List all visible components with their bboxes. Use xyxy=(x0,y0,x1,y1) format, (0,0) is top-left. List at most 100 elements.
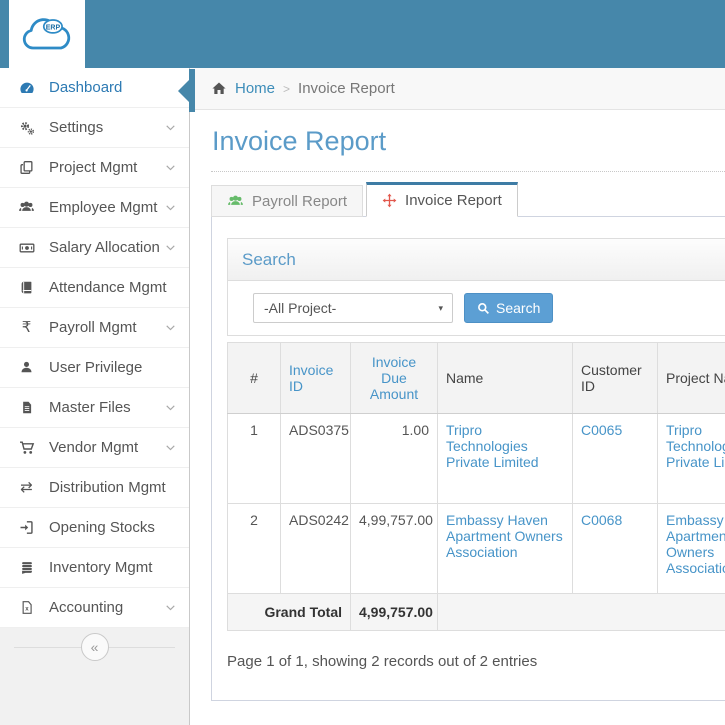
name-cell: Embassy Haven Apartment Owners Associati… xyxy=(437,503,573,594)
breadcrumb-home-label: Home xyxy=(235,80,276,97)
breadcrumb-separator: > xyxy=(283,81,291,96)
customer-name-link[interactable]: Embassy Haven Apartment Owners Associati… xyxy=(446,512,563,560)
app-logo[interactable]: ERP xyxy=(9,0,85,68)
sidebar-item-label: Distribution Mgmt xyxy=(49,479,166,496)
project-name-link[interactable]: Embassy Haven Apartment Owners Associati… xyxy=(666,512,725,576)
project-name-cell: Embassy Haven Apartment Owners Associati… xyxy=(657,503,725,594)
chevron-down-icon xyxy=(165,202,176,213)
sidebar-item-label: Master Files xyxy=(49,399,131,416)
sidebar-collapse-button[interactable]: « xyxy=(80,633,109,661)
customer-id-link[interactable]: C0065 xyxy=(581,422,623,438)
chevron-down-icon xyxy=(165,442,176,453)
sidebar-item-vendor-mgmt[interactable]: Vendor Mgmt xyxy=(0,428,189,468)
grand-total-empty-cell xyxy=(437,593,725,631)
sidebar-item-label: Opening Stocks xyxy=(49,519,155,536)
sidebar-item-employee-mgmt[interactable]: Employee Mgmt xyxy=(0,188,189,228)
table-row: 1 ADS0375 1.00 Tripro Technologies Priva… xyxy=(227,413,725,504)
sidebar-item-settings[interactable]: Settings xyxy=(0,108,189,148)
report-tabs: Payroll Report Invoice Report xyxy=(211,182,725,217)
sidebar-item-label: Employee Mgmt xyxy=(49,199,158,216)
sidebar-menu: Dashboard Settings xyxy=(0,68,189,628)
sidebar-item-attendance-mgmt[interactable]: Attendance Mgmt xyxy=(0,268,189,308)
page-content: Invoice Report Payroll Report xyxy=(190,110,725,701)
active-menu-indicator xyxy=(178,69,195,112)
customer-name-link[interactable]: Tripro Technologies Private Limited xyxy=(446,422,539,470)
sidebar-item-label: Attendance Mgmt xyxy=(49,279,167,296)
tab-invoice-report[interactable]: Invoice Report xyxy=(366,182,518,217)
sort-invoice-id-link[interactable]: Invoice ID xyxy=(289,362,334,394)
invoice-id-cell: ADS0242 xyxy=(280,503,351,594)
sort-invoice-due-amount-link[interactable]: Invoice Due Amount xyxy=(369,354,419,402)
chevron-down-icon xyxy=(165,242,176,253)
search-panel-title: Search xyxy=(228,239,725,281)
breadcrumb: Home > Invoice Report xyxy=(190,68,725,110)
move-crosshair-icon xyxy=(382,193,397,208)
breadcrumb-home-link[interactable]: Home xyxy=(211,80,275,97)
name-cell: Tripro Technologies Private Limited xyxy=(437,413,573,504)
stacked-bars-icon xyxy=(17,560,36,575)
sidebar-item-dashboard[interactable]: Dashboard xyxy=(0,68,189,108)
book-icon xyxy=(17,280,36,295)
invoice-table: # Invoice ID Invoice Due Amount Name Cus… xyxy=(227,342,725,631)
project-name-cell: Tripro Technologies Private Limited xyxy=(657,413,725,504)
chevron-down-icon xyxy=(165,122,176,133)
col-header-name: Name xyxy=(437,342,573,414)
sidebar-item-payroll-mgmt[interactable]: ₹ Payroll Mgmt xyxy=(0,308,189,348)
users-icon xyxy=(17,199,36,216)
customer-id-link[interactable]: C0068 xyxy=(581,512,623,528)
invoice-due-amount-cell: 4,99,757.00 xyxy=(350,503,438,594)
project-filter-value: -All Project- xyxy=(264,300,337,316)
col-header-project-name: Project Name xyxy=(657,342,725,414)
tab-label: Payroll Report xyxy=(252,192,348,210)
pagination-summary: Page 1 of 1, showing 2 records out of 2 … xyxy=(227,653,538,670)
sidebar-item-opening-stocks[interactable]: Opening Stocks xyxy=(0,508,189,548)
grand-total-value: 4,99,757.00 xyxy=(350,593,438,631)
sidebar-item-label: Accounting xyxy=(49,599,124,616)
exchange-arrows-icon: ⇄ xyxy=(20,479,33,496)
table-row: 2 ADS0242 4,99,757.00 Embassy Haven Apar… xyxy=(227,503,725,594)
invoice-due-amount-cell: 1.00 xyxy=(350,413,438,504)
collapse-chevrons-icon: « xyxy=(90,639,99,655)
sidebar-collapse-row: « xyxy=(0,628,189,666)
sidebar-item-user-privilege[interactable]: User Privilege xyxy=(0,348,189,388)
gears-icon xyxy=(17,120,36,136)
page-title: Invoice Report xyxy=(212,126,387,156)
sidebar-item-project-mgmt[interactable]: Project Mgmt xyxy=(0,148,189,188)
chevron-down-icon xyxy=(165,162,176,173)
row-index: 1 xyxy=(227,413,281,504)
search-panel-body: -All Project- ▾ Search xyxy=(228,281,725,335)
sidebar-item-label: Inventory Mgmt xyxy=(49,559,153,576)
invoice-id-cell: ADS0375 xyxy=(280,413,351,504)
sidebar-item-inventory-mgmt[interactable]: Inventory Mgmt xyxy=(0,548,189,588)
shopping-cart-icon xyxy=(17,440,36,456)
dashboard-icon xyxy=(17,80,36,96)
money-bill-icon xyxy=(17,240,36,256)
search-button[interactable]: Search xyxy=(464,293,554,323)
file-x-icon: x xyxy=(17,600,36,615)
grand-total-row: Grand Total 4,99,757.00 xyxy=(227,593,725,631)
main-content: Home > Invoice Report Invoice Report Pay… xyxy=(190,68,725,725)
copy-pages-icon xyxy=(17,160,36,175)
title-separator xyxy=(211,171,725,172)
sidebar-item-master-files[interactable]: Master Files xyxy=(0,388,189,428)
tab-payroll-report[interactable]: Payroll Report xyxy=(211,185,364,217)
tab-label: Invoice Report xyxy=(405,192,502,209)
sidebar-item-distribution-mgmt[interactable]: ⇄ Distribution Mgmt xyxy=(0,468,189,508)
dropdown-arrow-icon: ▾ xyxy=(438,302,443,313)
sign-in-icon xyxy=(17,520,36,535)
sidebar-item-accounting[interactable]: x Accounting xyxy=(0,588,189,628)
sidebar-item-label: Dashboard xyxy=(49,79,123,96)
chevron-down-icon xyxy=(165,322,176,333)
project-name-link[interactable]: Tripro Technologies Private Limited xyxy=(666,422,725,470)
user-icon xyxy=(17,360,36,375)
table-header-row: # Invoice ID Invoice Due Amount Name Cus… xyxy=(227,342,725,414)
customer-id-cell: C0068 xyxy=(572,503,658,594)
sidebar-item-label: Settings xyxy=(49,119,104,136)
svg-text:x: x xyxy=(25,606,29,613)
sidebar-item-salary-allocation[interactable]: Salary Allocation xyxy=(0,228,189,268)
row-index: 2 xyxy=(227,503,281,594)
chevron-down-icon xyxy=(165,402,176,413)
customer-id-cell: C0065 xyxy=(572,413,658,504)
project-filter-select[interactable]: -All Project- ▾ xyxy=(253,293,453,323)
sidebar-item-label: Project Mgmt xyxy=(49,159,138,176)
